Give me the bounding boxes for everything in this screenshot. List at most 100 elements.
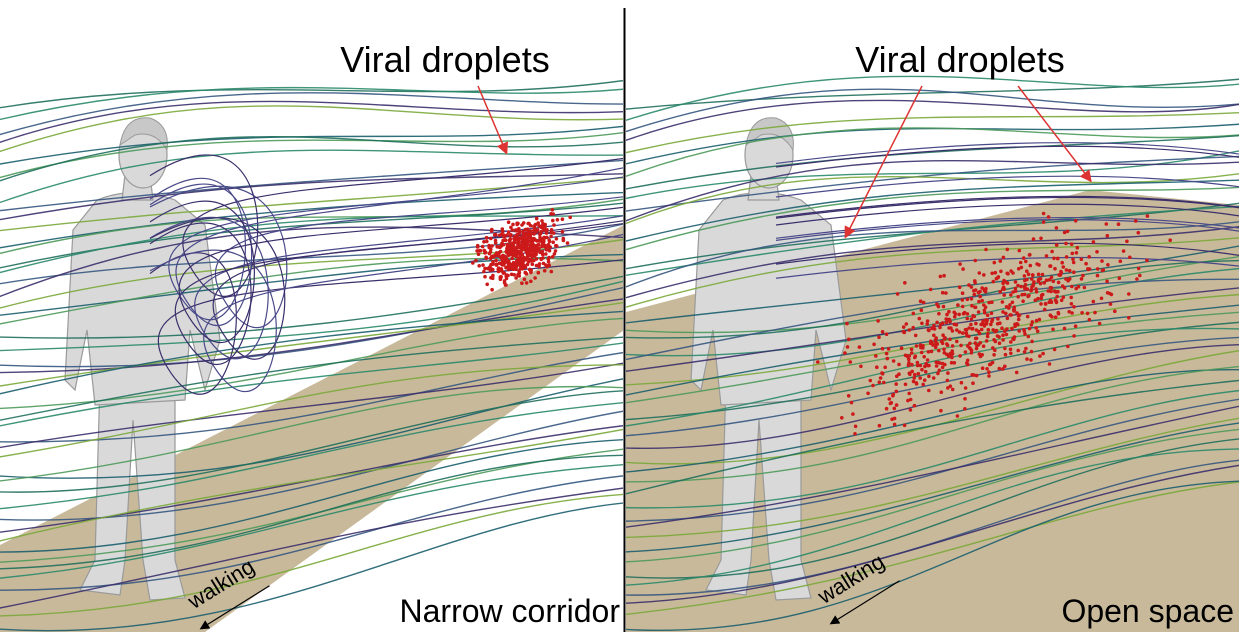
droplet — [974, 341, 978, 345]
droplet — [539, 251, 543, 255]
droplet — [958, 354, 962, 358]
droplet — [885, 332, 889, 336]
droplet — [1023, 287, 1027, 291]
droplet — [912, 380, 916, 384]
droplet — [1027, 335, 1031, 339]
droplet — [544, 252, 548, 256]
droplet — [551, 219, 555, 223]
droplet — [871, 384, 875, 388]
droplet — [1016, 349, 1020, 353]
droplet — [561, 230, 565, 234]
droplet — [1074, 324, 1078, 328]
droplet — [1127, 316, 1131, 320]
droplet — [1039, 302, 1043, 306]
droplet — [920, 322, 924, 326]
droplet — [984, 248, 988, 252]
droplet — [932, 334, 936, 338]
droplet — [524, 258, 528, 262]
droplet — [1038, 318, 1042, 322]
droplet — [847, 394, 851, 398]
droplet — [1118, 276, 1122, 280]
droplet — [887, 347, 891, 351]
caption: Narrow corridor — [400, 593, 621, 629]
droplet — [1029, 289, 1033, 293]
droplet — [1050, 250, 1054, 254]
droplet — [1110, 293, 1114, 297]
droplet — [885, 407, 889, 411]
droplet — [853, 432, 857, 436]
droplet — [535, 257, 539, 261]
droplet — [1001, 338, 1005, 342]
droplet — [881, 347, 885, 351]
droplet — [919, 343, 923, 347]
droplet — [903, 281, 907, 285]
droplet — [490, 288, 494, 292]
droplet — [528, 268, 532, 272]
droplet — [926, 358, 930, 362]
droplet — [908, 373, 912, 377]
droplet — [1024, 260, 1028, 264]
droplet — [1002, 293, 1006, 297]
droplet — [1037, 278, 1041, 282]
droplet — [932, 324, 936, 328]
droplet — [1048, 278, 1052, 282]
droplet — [494, 259, 498, 263]
droplet — [958, 262, 962, 266]
droplet — [1083, 286, 1087, 290]
droplet — [1025, 278, 1029, 282]
droplet — [512, 266, 516, 270]
droplet — [974, 288, 978, 292]
droplet — [951, 388, 955, 392]
droplet — [547, 243, 551, 247]
droplet — [991, 361, 995, 365]
droplet — [1080, 311, 1084, 315]
droplet — [990, 300, 994, 304]
droplet — [529, 280, 533, 284]
droplet — [927, 364, 931, 368]
droplet — [993, 261, 997, 265]
droplet — [1092, 240, 1096, 244]
droplet — [927, 375, 931, 379]
droplet — [996, 317, 1000, 321]
droplet — [533, 226, 537, 230]
droplet — [526, 227, 530, 231]
droplet — [1028, 327, 1032, 331]
droplet — [499, 250, 503, 254]
droplet — [945, 321, 949, 325]
droplet — [489, 267, 493, 271]
droplet — [509, 237, 513, 241]
droplet — [485, 283, 489, 287]
droplet — [919, 299, 923, 303]
droplet — [1055, 300, 1059, 304]
droplet — [1081, 274, 1085, 278]
droplet — [504, 283, 508, 287]
droplet — [1054, 315, 1058, 319]
droplet — [1127, 292, 1131, 296]
droplet — [1018, 313, 1022, 317]
droplet — [1145, 259, 1149, 263]
droplet — [474, 259, 478, 263]
droplet — [1036, 330, 1040, 334]
droplet — [973, 315, 977, 319]
droplet — [551, 240, 555, 244]
droplet — [525, 281, 529, 285]
droplet — [1016, 284, 1020, 288]
droplet — [1122, 249, 1126, 253]
droplet — [491, 260, 495, 264]
droplet — [568, 216, 572, 220]
droplet — [941, 366, 945, 370]
droplet — [530, 255, 534, 259]
droplet — [1043, 281, 1047, 285]
droplet — [489, 237, 493, 241]
droplet — [963, 397, 967, 401]
droplet — [1072, 261, 1076, 265]
streamline — [0, 126, 629, 165]
droplet — [1074, 219, 1078, 223]
droplet — [518, 232, 522, 236]
droplet — [892, 359, 896, 363]
droplet — [879, 376, 883, 380]
droplet — [485, 236, 489, 240]
droplet — [934, 338, 938, 342]
droplet — [1050, 315, 1054, 319]
droplet — [881, 330, 885, 334]
